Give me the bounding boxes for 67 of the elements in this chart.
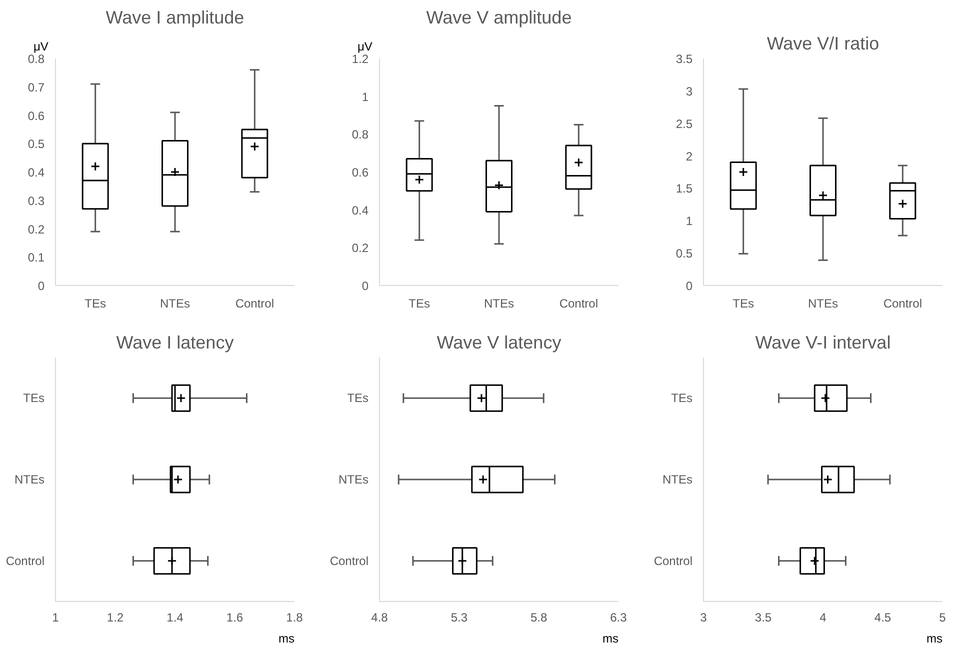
chart-title: Wave V amplitude (426, 8, 572, 28)
x-tick-label: NTEs (160, 296, 190, 310)
y-tick-label: 0.6 (28, 108, 45, 123)
y-tick-label: 1.5 (676, 182, 693, 196)
y-axis-title: μV (358, 40, 372, 54)
x-tick-label: 1.8 (286, 610, 304, 624)
y-tick-label: 0.4 (352, 203, 369, 218)
y-tick-label: 2 (686, 149, 693, 164)
y-tick-label: TEs (671, 391, 693, 406)
x-tick-label: 1.6 (226, 610, 244, 624)
y-tick-label: 3 (686, 84, 693, 98)
x-tick-label: NTEs (484, 296, 514, 310)
chart-title: Wave I amplitude (106, 8, 244, 28)
y-tick-label: Control (6, 554, 45, 568)
y-tick-label: 1 (686, 214, 693, 228)
y-tick-label: 0.2 (28, 222, 45, 236)
y-tick-label: 0.5 (28, 137, 45, 152)
x-axis-title: ms (926, 632, 943, 646)
x-tick-label: 3.5 (754, 610, 772, 624)
x-tick-label: 4 (820, 610, 827, 624)
y-tick-label: 0.8 (352, 128, 369, 142)
x-tick-label: 4.5 (874, 610, 892, 624)
x-tick-label: 3 (700, 610, 708, 624)
x-tick-label: Control (559, 296, 598, 310)
y-tick-label: 3.5 (676, 52, 693, 66)
chart-title: Wave V latency (436, 332, 562, 352)
y-tick-label: 2.5 (676, 116, 693, 131)
chart-title: Wave I latency (116, 332, 234, 352)
x-tick-label: Control (883, 296, 922, 310)
y-tick-label: NTEs (14, 472, 44, 486)
y-tick-label: 1.2 (352, 52, 369, 66)
y-tick-label: 0 (38, 279, 45, 293)
y-tick-label: 0.1 (28, 250, 45, 265)
y-tick-label: TEs (23, 391, 45, 406)
y-tick-label: 0 (362, 279, 369, 293)
x-tick-label: TEs (84, 296, 106, 310)
x-tick-label: 1.4 (166, 610, 184, 624)
x-tick-label: 1.2 (106, 610, 124, 624)
y-tick-label: TEs (347, 391, 369, 406)
y-tick-label: NTEs (662, 472, 692, 486)
x-tick-label: 6.3 (610, 610, 628, 624)
y-axis-title: μV (34, 40, 48, 54)
x-tick-label: 5 (939, 610, 946, 624)
x-tick-label: 4.8 (371, 610, 388, 624)
y-tick-label: 0.5 (676, 246, 693, 261)
y-tick-label: Control (654, 554, 693, 568)
y-tick-label: 1 (362, 90, 369, 104)
y-tick-label: 0.8 (28, 52, 45, 66)
y-tick-label: 0.7 (28, 80, 45, 94)
x-tick-label: 5.8 (530, 610, 548, 624)
y-tick-label: 0.2 (352, 241, 369, 256)
x-axis-title: ms (602, 632, 619, 646)
chart-title: Wave V-I interval (755, 332, 891, 352)
y-tick-label: 0 (686, 279, 693, 293)
x-axis-title: ms (278, 632, 295, 646)
y-tick-label: 0.4 (28, 166, 45, 180)
x-tick-label: TEs (408, 296, 430, 310)
x-tick-label: TEs (732, 296, 754, 310)
x-tick-label: 1 (52, 610, 60, 624)
y-tick-label: 0.3 (28, 194, 45, 208)
x-tick-label: 5.3 (450, 610, 468, 624)
y-tick-label: Control (330, 554, 369, 568)
x-tick-label: Control (235, 296, 274, 310)
y-tick-label: NTEs (338, 472, 368, 486)
y-tick-label: 0.6 (352, 166, 369, 180)
chart-title: Wave V/I ratio (766, 34, 880, 54)
x-tick-label: NTEs (808, 296, 838, 310)
